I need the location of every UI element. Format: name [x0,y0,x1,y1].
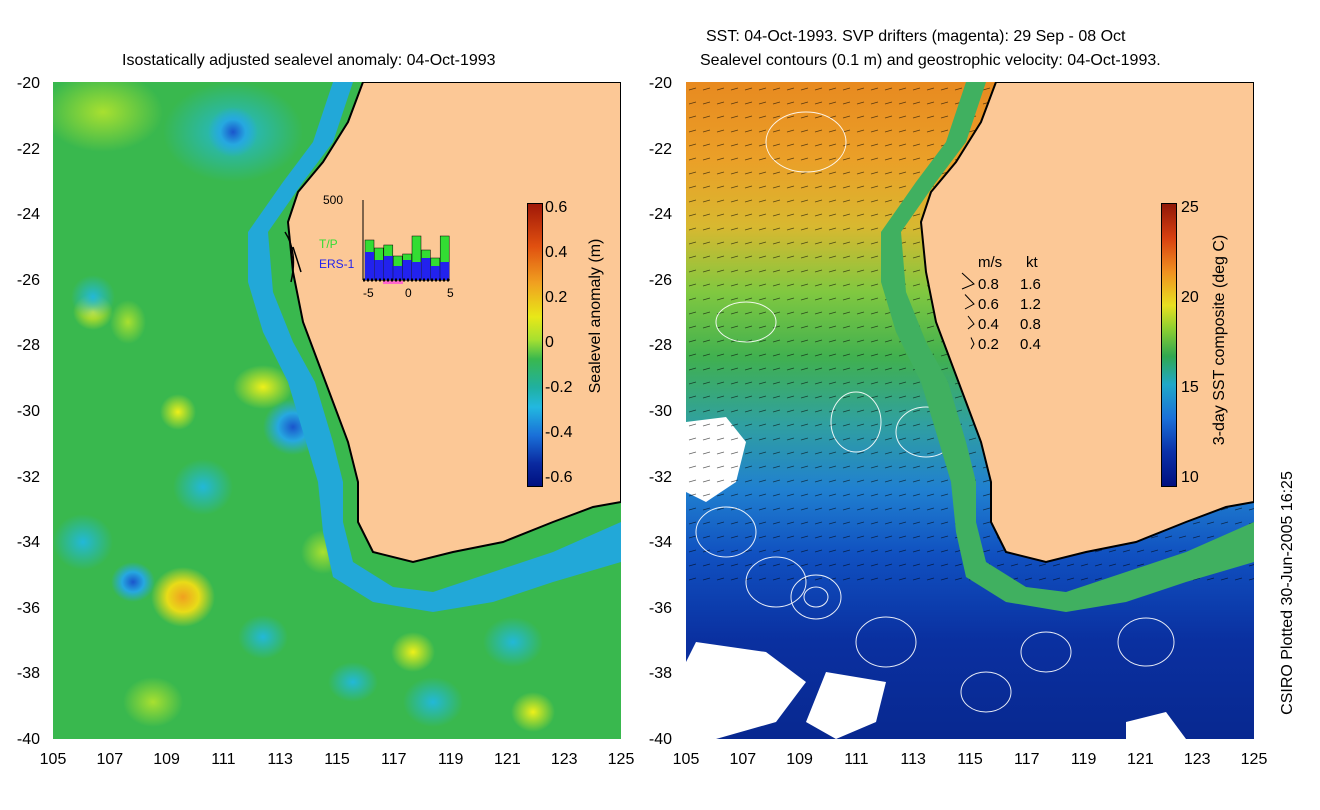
sealevel-colorbar [527,203,543,487]
lat-tick-label: -22 [16,140,40,158]
lat-tick-label: -30 [16,403,40,420]
inset-ers1-bar [365,252,374,280]
lon-tick-label: 109 [153,751,180,768]
sealevel-colorbar-label: Sealevel anomaly (m) [587,238,604,394]
inset-ers1-bar [421,258,431,280]
lon-tick-label: 115 [957,751,983,768]
lat-tick-label: -32 [16,468,40,486]
colorbar-tick-label: 10 [1181,469,1199,486]
lon-tick-label: 123 [550,751,578,768]
velocity-arrow-icon [967,315,975,330]
lat-tick-label: -24 [648,206,672,224]
velocity-legend-row: 0.2 0.4 [970,336,1041,353]
lat-tick-label: -40 [648,731,672,748]
lon-tick-label: 111 [211,751,236,768]
velocity-legend-ms: 0.4 [978,316,999,333]
velocity-legend-ms: 0.8 [978,276,999,293]
lon-tick-label: 113 [267,751,293,768]
left-panel-title: Isostatically adjusted sealevel anomaly:… [122,52,496,69]
velocity-legend-kt: 0.4 [1020,336,1041,353]
inset-x-tick: 5 [447,286,454,300]
velocity-arrow-icon [964,294,975,310]
right-panel-title-line1: SST: 04-Oct-1993. SVP drifters (magenta)… [706,28,1126,45]
inset-ers1-bar [430,266,440,280]
lon-tick-label: 121 [1127,751,1154,768]
velocity-arrow-icon [961,272,975,290]
lat-tick-label: -36 [16,599,40,617]
colorbar-tick-label: -0.2 [545,379,573,396]
sealevel-anomaly-map: 500 T/P ERS-1 -5 0 5 [53,82,621,739]
velocity-legend-kt-header: kt [1026,254,1039,271]
lon-tick-label: 123 [1183,751,1211,768]
velocity-legend: m/s kt 0.8 1.6 0.6 1.2 0.4 0.8 0.2 0.4 [961,254,1041,353]
velocity-legend-kt: 1.2 [1020,296,1041,313]
colorbar-tick-label: 20 [1181,289,1199,306]
inset-ers1-bar [393,266,403,280]
lat-tick-label: -40 [16,731,40,748]
lon-tick-label: 119 [1070,751,1097,768]
colorbar-tick-label: 25 [1181,199,1199,216]
colorbar-tick-label: 15 [1181,379,1199,396]
lon-tick-label: 107 [729,751,757,768]
lon-tick-label: 107 [96,751,124,768]
inset-ers1-bar [383,256,393,280]
lon-tick-label: 109 [786,751,813,768]
velocity-legend-kt: 1.6 [1020,276,1041,293]
velocity-legend-row: 0.6 1.2 [964,294,1041,313]
lat-tick-label: -28 [648,337,672,355]
inset-ers1-bar [440,262,450,280]
velocity-legend-row: 0.4 0.8 [967,315,1041,333]
colorbar-tick-label: -0.6 [545,469,573,486]
inset-x-tick: -5 [363,286,374,300]
lat-tick-label: -38 [648,665,672,683]
colorbar-tick-label: 0 [545,334,554,351]
lon-tick-label: 125 [1240,751,1268,768]
lat-tick-label: -30 [648,403,672,420]
lon-tick-label: 115 [324,751,350,768]
lon-tick-label: 105 [39,751,67,768]
velocity-legend-ms: 0.2 [978,336,999,353]
sst-colorbar-label: 3-day SST composite (deg C) [1211,234,1228,446]
inset-ers1-bar [374,260,384,280]
lat-tick-label: -20 [16,75,40,92]
lat-tick-label: -28 [16,337,40,355]
lat-tick-label: -22 [648,140,672,158]
lat-tick-label: -38 [16,665,40,683]
lon-tick-label: 117 [381,751,407,768]
inset-legend-tp: T/P [319,237,338,251]
colorbar-tick-label: 0.4 [545,244,568,261]
colorbar-tick-label: 0.6 [545,199,568,216]
lon-tick-label: 113 [900,751,926,768]
lat-tick-label: -36 [648,599,672,617]
lon-tick-label: 105 [672,751,700,768]
lat-tick-label: -26 [648,271,672,289]
lat-tick-label: -24 [16,206,40,224]
inset-ymax-label: 500 [323,193,343,207]
velocity-legend-kt: 0.8 [1020,316,1041,333]
lon-tick-label: 111 [844,751,869,768]
inset-ers1-bar [412,262,421,280]
lat-tick-label: -34 [16,534,40,552]
inset-histogram: 500 T/P ERS-1 -5 0 5 [319,193,454,300]
colorbar-tick-label: 0.2 [545,289,568,306]
velocity-legend-row: 0.8 1.6 [961,272,1041,293]
lat-tick-label: -20 [648,75,672,92]
lon-tick-label: 117 [1014,751,1040,768]
velocity-arrow-icon [970,337,975,350]
sst-colorbar [1161,203,1177,487]
colorbar-tick-label: -0.4 [545,424,573,441]
lon-tick-label: 125 [607,751,635,768]
right-panel-title-line2: Sealevel contours (0.1 m) and geostrophi… [700,52,1161,69]
lon-tick-label: 119 [437,751,464,768]
inset-ers1-bar [402,260,412,280]
lat-tick-label: -26 [16,271,40,289]
velocity-legend-ms-header: m/s [978,254,1002,271]
lat-tick-label: -34 [648,534,672,552]
inset-legend-ers1: ERS-1 [319,257,355,271]
velocity-legend-ms: 0.6 [978,296,999,313]
lon-tick-label: 121 [494,751,521,768]
inset-x-tick: 0 [405,286,412,300]
lat-tick-label: -32 [648,468,672,486]
plot-credit: CSIRO Plotted 30-Jun-2005 16:25 [1279,471,1296,715]
